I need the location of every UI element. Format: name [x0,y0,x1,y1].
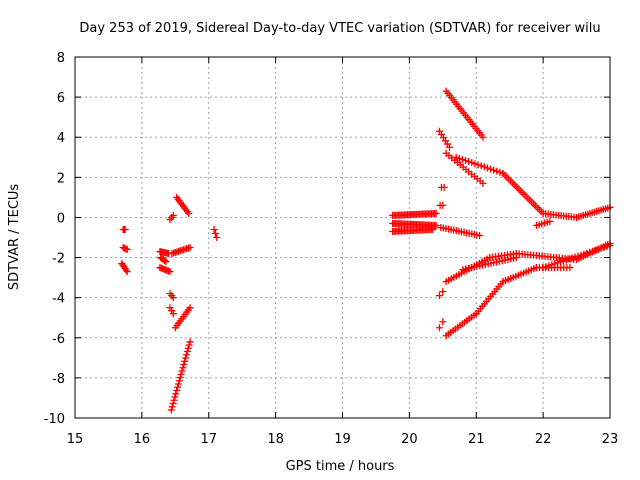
x-tick-label: 18 [267,432,284,447]
y-tick-label: 6 [57,91,65,106]
y-axis-label: SDTVAR / TECUs [7,184,22,291]
data-point [169,399,177,407]
data-point [493,167,501,175]
y-tick-label: -8 [52,372,65,387]
data-point [121,225,129,233]
data-point [182,351,190,359]
data-point [169,211,177,219]
data-point [432,209,440,217]
data-point [429,225,437,233]
data-point [479,179,487,187]
data-point [480,163,488,171]
data-point [471,160,479,168]
y-tick-labels: -10 -8 -6 -4 -2 0 2 4 6 8 [44,51,65,427]
data-point [455,154,463,162]
data-point [186,244,194,252]
y-tick-label: 2 [57,171,65,186]
data-point [452,153,460,161]
data-point [462,156,470,164]
data-point [474,161,482,169]
plot-border [74,56,611,419]
data-point [210,225,218,233]
data-point [487,165,495,173]
data-point [176,374,184,382]
x-axis-label: GPS time / hours [286,459,395,474]
data-point [175,377,183,385]
data-point [476,231,484,239]
data-point [182,354,190,362]
y-tick-label: 8 [57,51,65,66]
data-point [168,403,176,411]
data-point [186,338,194,346]
data-point [169,294,177,302]
data-point [468,159,476,167]
data-point [166,304,174,312]
data-point [174,380,182,388]
data-point [440,183,448,191]
data-point [432,221,440,229]
y-tick-label: 0 [57,211,65,226]
x-tick-label: 16 [134,432,151,447]
data-point [546,217,554,225]
data-points [118,87,614,414]
data-point [167,406,175,414]
data-point [483,164,491,172]
data-point [123,268,131,276]
y-tick-label: -6 [52,332,65,347]
data-point [170,396,178,404]
x-tick-label: 21 [468,432,485,447]
data-point [184,344,192,352]
grid-lines [75,57,610,418]
x-tick-label: 20 [401,432,418,447]
data-point [122,245,130,253]
data-point [439,201,447,209]
y-tick-label: 4 [57,131,65,146]
data-point [185,209,193,217]
y-tick-label: -4 [52,292,65,307]
data-point [180,361,188,369]
data-point [177,370,185,378]
data-point [171,393,179,401]
data-point [179,364,187,372]
data-point [123,246,131,254]
data-point [122,266,130,274]
data-point [566,264,574,272]
data-point [496,168,504,176]
data-point [439,318,447,326]
data-point [477,162,485,170]
data-point [166,268,174,276]
data-point [439,288,447,296]
x-tick-label: 15 [67,432,84,447]
chart-title: Day 253 of 2019, Sidereal Day-to-day VTE… [79,21,600,36]
data-point [168,307,176,315]
data-point [446,143,453,151]
data-point [465,158,473,166]
x-tick-label: 17 [200,432,217,447]
data-point [181,357,189,365]
data-point [172,390,180,398]
data-point [458,155,466,163]
data-point [479,133,487,141]
data-point [435,324,443,332]
data-point [174,383,182,391]
data-point [178,367,186,375]
data-point [490,166,498,174]
data-point [186,304,194,312]
x-tick-label: 23 [602,432,619,447]
y-tick-label: -10 [44,412,65,427]
data-point [435,292,443,300]
data-point [173,386,181,394]
x-tick-labels: 15 16 17 18 19 20 21 22 23 [67,432,619,447]
x-tick-label: 22 [535,432,552,447]
data-point [213,234,221,241]
data-point [162,258,170,266]
x-tick-label: 19 [334,432,351,447]
data-point [161,257,169,265]
data-point [169,310,177,318]
data-point [185,341,193,349]
y-tick-label: -2 [52,252,65,267]
data-point [183,348,191,356]
data-point [211,229,219,237]
